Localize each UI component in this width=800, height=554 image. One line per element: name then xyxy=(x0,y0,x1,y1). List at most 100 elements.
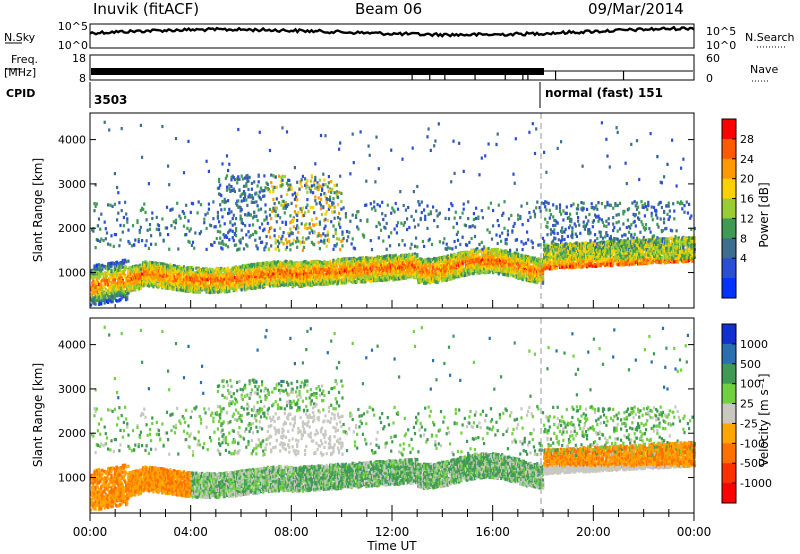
heat-cell xyxy=(318,222,321,226)
heat-cell xyxy=(373,276,376,280)
heat-cell xyxy=(313,263,316,267)
heat-cell xyxy=(126,217,129,221)
heat-cell xyxy=(370,262,374,266)
heat-cell xyxy=(285,276,289,280)
heat-cell xyxy=(285,241,289,245)
heat-cell xyxy=(275,263,278,267)
heat-cell xyxy=(274,210,277,214)
heat-cell xyxy=(370,207,374,211)
heat-cell xyxy=(246,282,249,286)
heat-cell xyxy=(113,295,116,299)
heat-cell xyxy=(373,271,376,275)
heat-cell xyxy=(155,266,158,270)
heat-cell xyxy=(317,187,320,191)
heat-cell xyxy=(97,296,101,300)
heat-cell xyxy=(289,221,292,225)
heat-cell xyxy=(376,277,379,282)
heat-cell xyxy=(352,263,355,267)
heat-cell xyxy=(334,244,337,248)
heat-cell xyxy=(297,281,300,285)
heat-cell xyxy=(138,286,141,290)
heat-cell xyxy=(248,213,251,217)
heat-cell xyxy=(323,241,326,245)
heat-cell xyxy=(253,262,256,267)
heat-cell xyxy=(256,204,259,208)
heat-cell xyxy=(191,290,195,294)
heat-cell xyxy=(359,263,362,267)
heat-cell xyxy=(182,171,186,175)
heat-cell xyxy=(245,283,248,288)
heat-cell xyxy=(151,270,154,274)
heat-cell xyxy=(208,267,212,271)
heat-cell xyxy=(299,241,302,245)
heat-cell xyxy=(169,263,172,267)
heat-cell xyxy=(208,290,212,295)
heat-cell xyxy=(117,299,120,303)
heat-cell xyxy=(168,183,171,187)
heat-cell xyxy=(139,225,142,229)
heat-cell xyxy=(301,248,304,252)
heat-cell xyxy=(345,230,349,234)
heat-cell xyxy=(285,274,289,278)
heat-cell xyxy=(258,226,261,230)
heat-cell xyxy=(352,260,355,264)
heat-cell xyxy=(100,300,103,304)
heat-cell xyxy=(373,268,376,272)
heat-cell xyxy=(160,271,163,275)
heat-cell xyxy=(160,280,163,284)
heat-cell xyxy=(296,198,299,202)
heat-cell xyxy=(164,226,167,230)
heat-cell xyxy=(134,288,137,292)
heat-cell xyxy=(339,266,342,270)
heat-cell xyxy=(204,284,207,288)
heat-cell xyxy=(314,175,317,179)
heat-cell xyxy=(235,288,238,293)
heat-cell xyxy=(275,272,278,276)
heat-cell xyxy=(185,203,188,207)
heat-cell xyxy=(247,195,250,199)
heat-cell xyxy=(133,281,136,286)
heat-cell xyxy=(152,283,155,287)
heat-cell xyxy=(204,213,207,217)
heat-cell xyxy=(136,276,139,280)
heat-cell xyxy=(304,260,307,264)
heat-cell xyxy=(240,288,243,292)
heat-cell xyxy=(157,261,161,265)
heat-cell xyxy=(331,275,334,279)
heat-cell xyxy=(221,239,224,243)
heat-cell xyxy=(365,203,368,207)
heat-cell xyxy=(182,283,186,287)
heat-cell xyxy=(295,282,298,286)
heat-cell xyxy=(293,197,296,201)
heat-cell xyxy=(172,282,175,287)
heat-cell xyxy=(301,206,304,210)
heat-cell xyxy=(297,268,300,272)
heat-cell xyxy=(177,247,180,251)
heat-cell xyxy=(362,259,366,263)
heat-cell xyxy=(148,260,152,264)
heat-cell xyxy=(231,236,234,240)
heat-cell xyxy=(251,200,255,204)
heat-cell xyxy=(229,228,232,232)
heat-cell xyxy=(334,262,337,266)
heat-cell xyxy=(312,191,315,195)
heat-cell xyxy=(325,201,328,205)
heat-cell xyxy=(245,174,248,178)
heat-cell xyxy=(315,216,318,220)
heat-cell xyxy=(249,277,252,281)
heat-cell xyxy=(105,295,109,299)
heat-cell xyxy=(240,282,243,287)
heat-cell xyxy=(103,220,106,224)
heat-cell xyxy=(125,266,128,270)
heat-cell xyxy=(185,232,188,237)
heat-cell xyxy=(275,282,278,286)
heat-cell xyxy=(139,281,142,286)
heat-cell xyxy=(376,262,379,266)
heat-cell xyxy=(255,231,258,235)
heat-cell xyxy=(266,277,269,281)
heat-cell xyxy=(330,220,333,224)
heat-cell xyxy=(246,244,249,248)
heat-cell xyxy=(244,274,247,278)
heat-cell xyxy=(369,276,372,280)
beam-title: Beam 06 xyxy=(355,0,422,18)
